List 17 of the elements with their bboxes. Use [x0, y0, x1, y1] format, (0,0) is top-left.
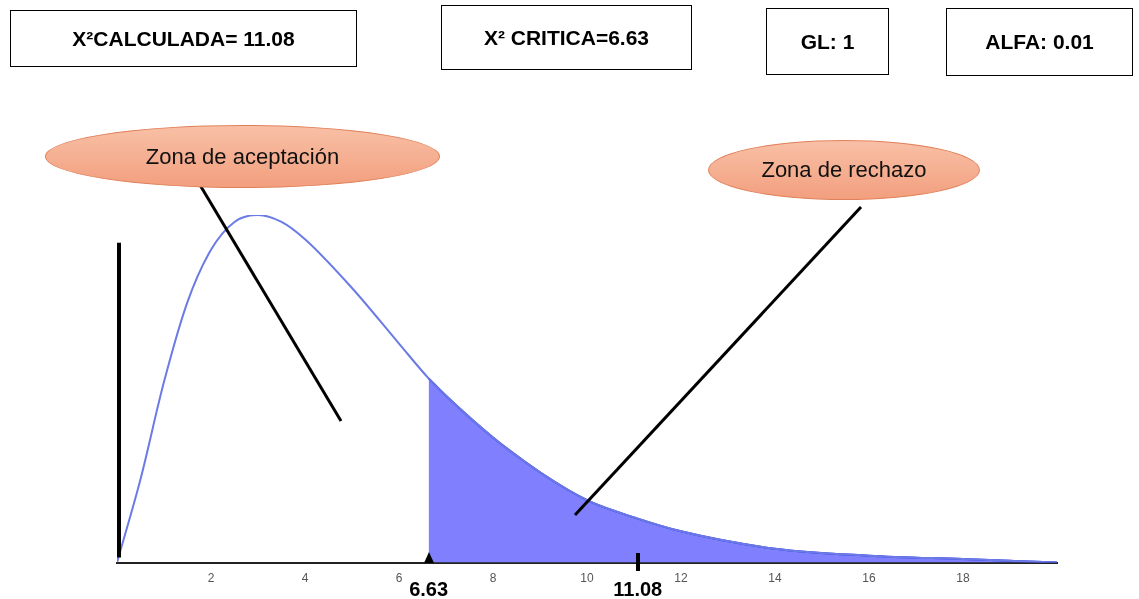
text: Zona de aceptación: [45, 125, 440, 188]
x-tick-label: 16: [862, 571, 876, 586]
text: ALFA: 0.01: [946, 8, 1133, 76]
annotation: 6.63: [409, 577, 449, 599]
x-tick-label: 6: [395, 571, 403, 586]
text: Zona de rechazo: [708, 140, 980, 200]
text: X²CALCULADA= 11.08: [10, 10, 357, 67]
x-tick-label: 18: [956, 571, 970, 586]
x-tick-label: 14: [768, 571, 782, 586]
text: GL: 1: [766, 8, 889, 75]
x-tick-label: 2: [207, 571, 215, 586]
x-tick-label: 8: [489, 571, 497, 586]
x-tick-label: 10: [580, 571, 594, 586]
annotation: 11.08: [613, 577, 663, 599]
x-tick-label: 4: [301, 571, 309, 586]
text: X² CRITICA=6.63: [441, 5, 692, 70]
x-tick-label: 12: [674, 571, 688, 586]
